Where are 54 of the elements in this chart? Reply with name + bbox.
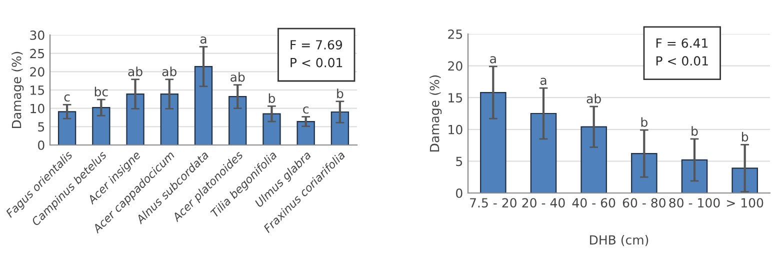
annotation: ab	[128, 66, 142, 76]
y-tick-label: 15	[30, 86, 44, 95]
bar	[194, 66, 213, 145]
annotation: ab	[230, 72, 245, 82]
annotation: c	[64, 94, 70, 102]
y-tick-label: 0	[38, 140, 44, 150]
annotation: b	[742, 132, 748, 142]
annotation: b	[641, 117, 648, 127]
annotation: b	[692, 126, 698, 136]
y-tick-label: 25	[30, 48, 44, 58]
y-tick-label: 25	[448, 29, 462, 39]
y-axis-title: Damage (%)	[430, 75, 442, 152]
y-tick-label: 5	[456, 156, 462, 166]
annotation: b	[268, 93, 276, 104]
annotation: F = 6.41 P < 0.01	[656, 38, 708, 66]
x-axis-title: DHB (cm)	[590, 234, 648, 246]
bar	[530, 112, 557, 193]
y-tick-label: 10	[30, 104, 44, 114]
annotation: F = 7.69 P < 0.01	[290, 40, 342, 68]
bar	[92, 107, 110, 145]
bar	[681, 159, 708, 193]
y-tick-label: 20	[30, 67, 44, 77]
bar	[58, 111, 76, 145]
bar	[262, 113, 281, 145]
annotation: bc	[94, 86, 108, 96]
bar	[126, 93, 144, 145]
annotation: ab	[162, 66, 177, 76]
annotation: c	[303, 106, 308, 114]
bar	[228, 96, 247, 145]
x-tick-label: 20 - 40	[522, 198, 565, 208]
y-tick-label: 0	[456, 188, 462, 198]
bar	[631, 153, 658, 193]
bar	[580, 126, 607, 193]
annotation: a	[490, 56, 496, 64]
x-tick-label: 60 - 80	[622, 198, 666, 208]
y-tick-label: 20	[448, 61, 462, 71]
y-tick-label: 5	[38, 122, 44, 132]
y-axis-title: Damage (%)	[12, 52, 24, 128]
y-tick-label: 15	[448, 93, 462, 103]
x-tick-label: > 100	[727, 198, 764, 208]
x-tick-label: 7.5 - 20	[470, 198, 516, 208]
bar	[480, 92, 506, 193]
annotation: b	[337, 88, 344, 98]
annotation: a	[200, 36, 206, 44]
y-tick-label: 10	[448, 124, 462, 134]
x-tick-label: 40 - 60	[572, 198, 616, 208]
annotation: ab	[586, 94, 601, 104]
bar	[732, 168, 758, 193]
y-tick-label: 30	[30, 30, 44, 40]
bar	[330, 111, 350, 145]
x-tick-label: 80 - 100	[669, 198, 720, 208]
bar	[160, 93, 178, 145]
bar	[296, 120, 315, 145]
annotation: a	[540, 78, 546, 85]
